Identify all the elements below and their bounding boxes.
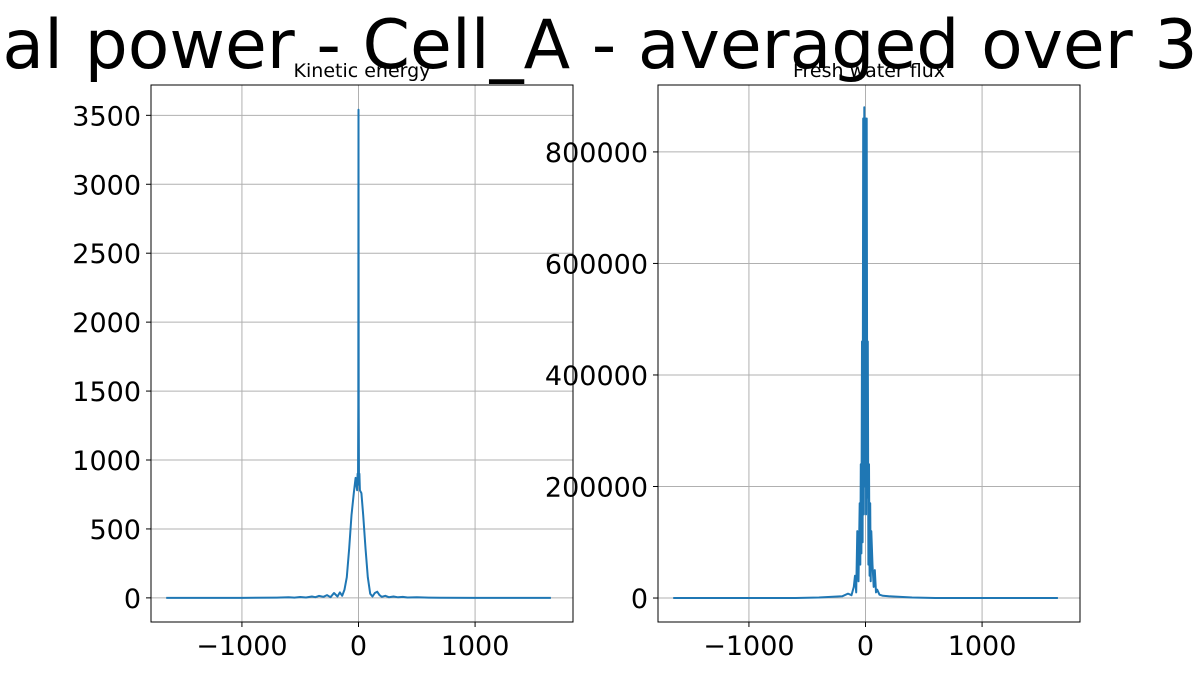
- series-line: [673, 106, 1058, 599]
- y-tick-label: 1000: [72, 446, 141, 477]
- x-tick-label: 1000: [948, 631, 1017, 662]
- y-tick-label: 3000: [72, 170, 141, 201]
- x-tick-label: −1000: [703, 631, 794, 662]
- chart-panels: −1000 0 1000 0 500 1000 1500 2000 2500 3000 3500 Ki…: [72, 60, 1081, 662]
- x-tick-label: 0: [857, 631, 874, 662]
- y-tick-label: 1500: [72, 377, 141, 408]
- y-tick-label: 2500: [72, 239, 141, 270]
- x-tick-label: −1000: [196, 631, 287, 662]
- y-tick-label: 3500: [72, 101, 141, 132]
- chart-panel-2: −1000 0 1000 0 200000 400000 600000 800000 Fresh…: [545, 60, 1081, 662]
- y-tick-label: 400000: [545, 361, 648, 392]
- axes-frame: [657, 84, 1081, 623]
- x-tick-label: 0: [350, 631, 367, 662]
- y-tick-label: 800000: [545, 138, 648, 169]
- axes-frame: [150, 84, 574, 623]
- y-tick-label: 600000: [545, 249, 648, 280]
- series-line: [166, 108, 551, 599]
- chart-title: Fresh water flux: [793, 60, 945, 82]
- y-tick-label: 2000: [72, 308, 141, 339]
- y-tick-label: 200000: [545, 472, 648, 503]
- y-tick-label: 0: [124, 584, 141, 615]
- chart-title: Kinetic energy: [294, 60, 431, 82]
- y-tick-label: 500: [89, 515, 141, 546]
- chart-panel-1: −1000 0 1000 0 500 1000 1500 2000 2500 3000 3500 Ki…: [72, 60, 574, 662]
- y-tick-label: 0: [631, 584, 648, 615]
- x-tick-label: 1000: [441, 631, 510, 662]
- figure-suptitle: al power - Cell_A - averaged over 3: [2, 6, 1197, 85]
